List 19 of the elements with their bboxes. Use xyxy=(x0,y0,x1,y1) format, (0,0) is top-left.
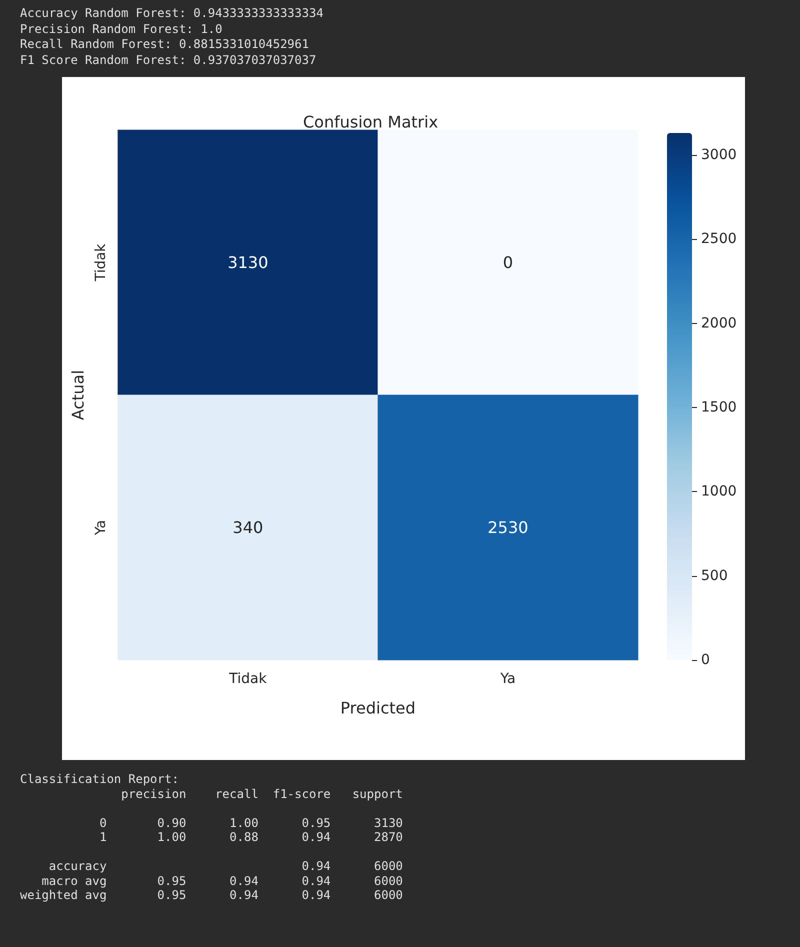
color-bar-label: 2000 xyxy=(701,315,737,332)
text: Classification Report: precision recall f1-score support 0 0.90 1.00 0.95 3130 1 1.00 0.88 0.94 2870 accuracy 0.94 6000 macro avg 0.95 0.94 0.94 6000 weighted avg 0.95 0.94 0.94 6000 xyxy=(20,772,403,902)
color-bar-label: 2500 xyxy=(701,231,737,248)
color-bar-label: 0 xyxy=(701,652,710,668)
text: Accuracy Random Forest: 0.9433333333333334 xyxy=(20,6,324,20)
text: F1 Score Random Forest: 0.937037037037037 xyxy=(20,52,316,66)
data-label: 2530 xyxy=(488,518,528,537)
color-bar-label: 1000 xyxy=(701,484,737,500)
data-label: 3130 xyxy=(228,253,268,272)
x-axis-title: Predicted xyxy=(340,698,416,718)
data-label: 0 xyxy=(502,253,514,272)
text: Recall Random Forest: 0.8815331010452961 xyxy=(20,37,309,51)
y-axis-title: Actual xyxy=(68,370,88,420)
color-bar-label: 3000 xyxy=(701,146,737,163)
chart-title: Confusion Matrix xyxy=(302,112,438,132)
color-bar-label: 1500 xyxy=(701,399,737,416)
data-label: 340 xyxy=(232,518,264,537)
text: Precision Random Forest: 1.0 xyxy=(20,22,222,36)
color-bar-label: 500 xyxy=(701,568,728,584)
